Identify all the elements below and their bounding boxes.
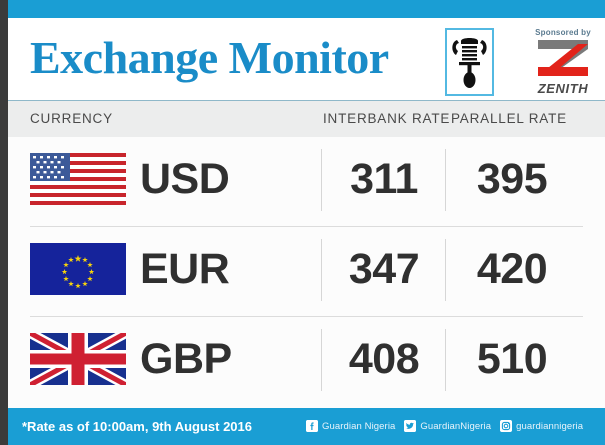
social-link-facebook[interactable]: Guardian Nigeria: [306, 420, 395, 432]
column-divider: [321, 329, 322, 391]
guardian-ofo-emblem-icon: [445, 28, 494, 96]
column-divider: [321, 149, 322, 211]
parallel-rate-value: 395: [476, 155, 548, 203]
parallel-rate-value: 510: [476, 335, 548, 383]
left-edge-strip: [0, 0, 8, 445]
social-links: Guardian Nigeria GuardianNigeria: [306, 420, 583, 432]
interbank-rate-value: 408: [348, 335, 420, 383]
flag-united-states-icon: [30, 153, 126, 205]
row-divider: [30, 226, 583, 227]
currency-code: GBP: [140, 335, 232, 383]
sponsor-block: Sponsored by ZENITH: [521, 22, 605, 102]
currency-code: USD: [140, 155, 230, 203]
column-divider: [445, 329, 446, 391]
column-divider: [445, 149, 446, 211]
zenith-wordmark: ZENITH: [537, 81, 589, 96]
table-column-header: CURRENCY INTERBANK RATE PARALLEL RATE: [8, 101, 605, 137]
facebook-icon: [306, 420, 318, 432]
column-header-interbank-rate: INTERBANK RATE: [323, 111, 451, 126]
sponsored-by-label: Sponsored by: [535, 28, 591, 37]
interbank-rate-value: 311: [350, 155, 418, 203]
twitter-icon: [404, 420, 417, 432]
footer-bar: *Rate as of 10:00am, 9th August 2016 Gua…: [0, 408, 605, 445]
table-body: USD 311 395: [8, 137, 605, 408]
top-accent-bar: [0, 0, 605, 18]
interbank-rate-value: 347: [348, 245, 420, 293]
table-row: GBP 408 510: [8, 317, 605, 407]
header-divider: [8, 100, 605, 101]
column-header-currency: CURRENCY: [30, 111, 113, 126]
facebook-handle: Guardian Nigeria: [322, 420, 396, 432]
rate-timestamp-note: *Rate as of 10:00am, 9th August 2016: [22, 419, 252, 434]
row-divider: [30, 316, 583, 317]
page-title: Exchange Monitor: [30, 32, 389, 83]
currency-code: EUR: [140, 245, 230, 293]
instagram-icon: [500, 420, 513, 432]
column-divider: [445, 239, 446, 301]
table-row: EUR 347 420: [8, 227, 605, 317]
flag-european-union-icon: [30, 243, 126, 295]
column-header-parallel-rate: PARALLEL RATE: [451, 111, 567, 126]
table-row: USD 311 395: [8, 137, 605, 227]
social-link-twitter[interactable]: GuardianNigeria: [404, 420, 491, 432]
column-divider: [321, 239, 322, 301]
zenith-logo-icon: [521, 38, 605, 83]
header: Exchange Monitor Sponsored by: [8, 18, 605, 100]
instagram-handle: guardiannigeria: [516, 420, 584, 432]
twitter-handle: GuardianNigeria: [420, 420, 492, 432]
social-link-instagram[interactable]: guardiannigeria: [500, 420, 583, 432]
parallel-rate-value: 420: [476, 245, 548, 293]
flag-united-kingdom-icon: [30, 333, 126, 385]
